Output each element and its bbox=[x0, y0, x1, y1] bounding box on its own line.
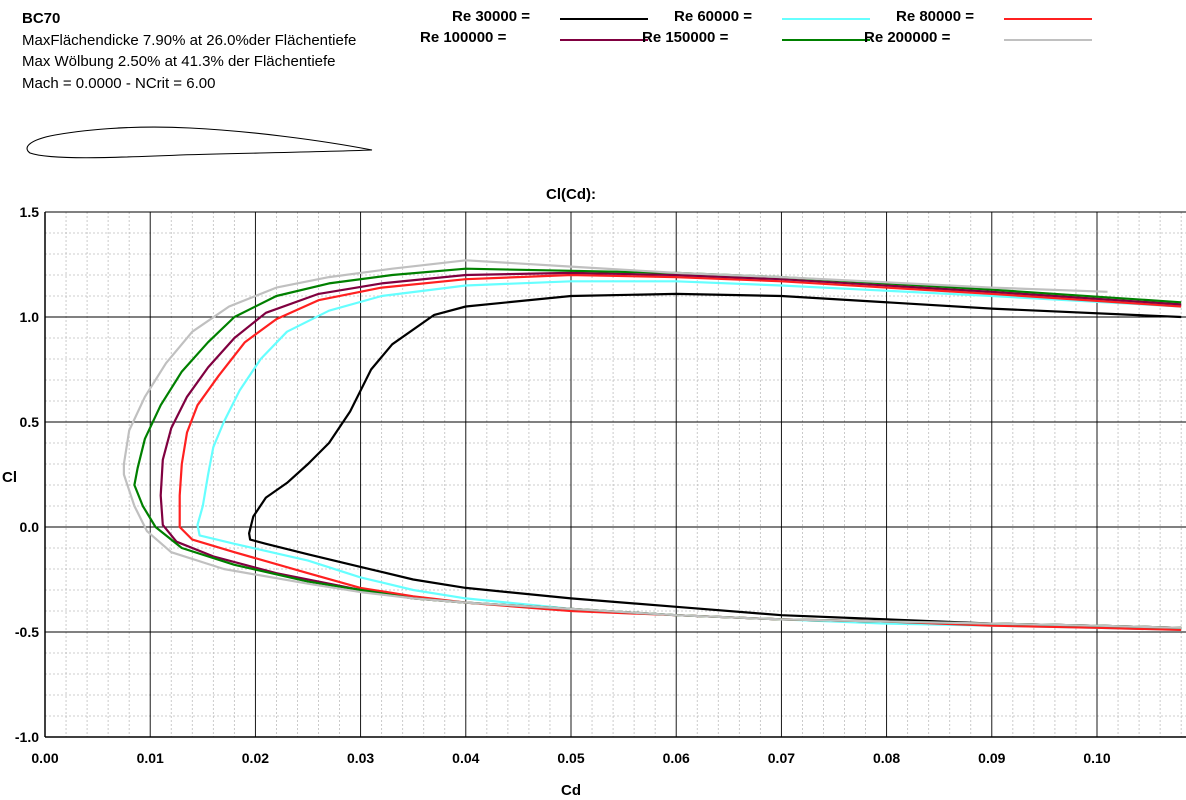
y-tick-label: 1.5 bbox=[20, 204, 40, 220]
legend-swatch-4 bbox=[782, 39, 870, 41]
airfoil-info: BC70 MaxFlächendicke 7.90% at 26.0%der F… bbox=[22, 8, 356, 94]
x-tick-label: 0.03 bbox=[347, 750, 374, 766]
x-tick-label: 0.02 bbox=[242, 750, 269, 766]
series-line-4 bbox=[133, 267, 1182, 629]
legend-label-2: Re 80000 = bbox=[896, 8, 974, 25]
legend-label-4: Re 150000 = bbox=[642, 29, 729, 46]
mach-ncrit-info: Mach = 0.0000 - NCrit = 6.00 bbox=[22, 74, 216, 92]
airfoil-profile bbox=[26, 126, 373, 159]
legend-swatch-5 bbox=[1004, 39, 1092, 41]
series-line-2 bbox=[178, 273, 1182, 631]
x-tick-label: 0.06 bbox=[663, 750, 690, 766]
airfoil-name: BC70 bbox=[22, 10, 61, 27]
y-tick-label: 0.0 bbox=[20, 519, 40, 535]
y-tick-label: 0.5 bbox=[20, 414, 40, 430]
x-tick-label: 0.07 bbox=[768, 750, 795, 766]
legend-label-0: Re 30000 = bbox=[452, 8, 530, 25]
legend-swatch-1 bbox=[782, 18, 870, 20]
series-line-0 bbox=[248, 292, 1182, 629]
legend-label-1: Re 60000 = bbox=[674, 8, 752, 25]
x-tick-label: 0.10 bbox=[1083, 750, 1110, 766]
legend: Re 30000 = Re 60000 = Re 80000 = Re 100000 … bbox=[420, 8, 1180, 52]
polar-chart: 0.00 0.01 0.02 0.03 0.04 0.05 0.06 0.07 0.08 0.09… bbox=[2, 186, 1186, 799]
y-tick-label: -1.0 bbox=[15, 729, 39, 745]
series-line-5 bbox=[122, 259, 1182, 629]
legend-swatch-3 bbox=[560, 39, 648, 41]
y-axis-label: Cl bbox=[2, 469, 17, 486]
legend-swatch-0 bbox=[560, 18, 648, 20]
y-tick-label: 1.0 bbox=[20, 309, 40, 325]
thickness-info: MaxFlächendicke 7.90% at 26.0%der Fläche… bbox=[22, 31, 357, 49]
x-tick-label: 0.05 bbox=[557, 750, 584, 766]
x-axis-label: Cd bbox=[561, 782, 581, 799]
legend-swatch-2 bbox=[1004, 18, 1092, 20]
x-tick-label: 0.09 bbox=[978, 750, 1005, 766]
legend-label-3: Re 100000 = bbox=[420, 29, 507, 46]
y-tick-label: -0.5 bbox=[15, 624, 39, 640]
x-tick-label: 0.00 bbox=[31, 750, 58, 766]
x-tick-label: 0.04 bbox=[452, 750, 479, 766]
chart-title: Cl(Cd): bbox=[546, 186, 596, 203]
x-tick-label: 0.01 bbox=[137, 750, 164, 766]
camber-info: Max Wölbung 2.50% at 41.3% der Flächenti… bbox=[22, 53, 336, 70]
x-tick-label: 0.08 bbox=[873, 750, 900, 766]
legend-label-5: Re 200000 = bbox=[864, 29, 951, 46]
